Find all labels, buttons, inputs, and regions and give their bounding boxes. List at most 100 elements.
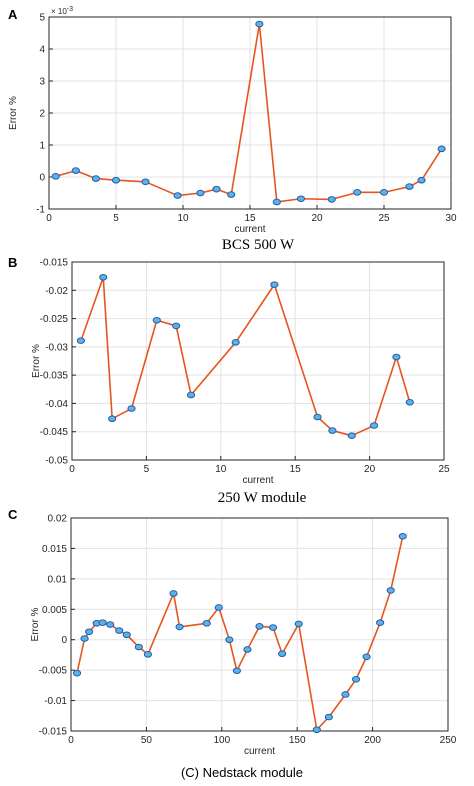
panel-a-data-point <box>141 178 150 186</box>
panel-c-data-point <box>202 619 211 627</box>
panel-a-x-axis-label: current <box>234 224 265 235</box>
panel-b-series-line <box>80 276 411 437</box>
panel-b-data-point <box>369 422 379 429</box>
panel-b-data-point <box>186 391 196 399</box>
panel-c-y-tick-label: 0.015 <box>42 544 67 555</box>
panel-b-x-tick-label: 15 <box>290 464 302 475</box>
panel-b-y-tick-label: -0.04 <box>45 399 68 410</box>
panel-c-y-tick-label: -0.015 <box>39 727 68 738</box>
panel-c-data-point <box>115 627 124 634</box>
panel-c-x-axis-label: current <box>244 746 275 757</box>
panel-a-x-tick-label: 30 <box>445 213 457 224</box>
panel-a-y-tick-label: 3 <box>39 77 45 88</box>
panel-c-y-tick-label: -0.005 <box>39 666 68 677</box>
panel-c-data-point <box>278 650 287 658</box>
panel-b-x-tick-label: 20 <box>364 464 376 475</box>
panel-c-data-point <box>169 590 178 597</box>
panel-c-y-tick-label: 0.01 <box>48 574 68 585</box>
panel-c-y-axis-label: Error % <box>30 607 41 641</box>
panel-a-data-point <box>379 189 389 196</box>
panel-a-data-point <box>353 189 362 196</box>
panel-b-data-point <box>127 405 136 412</box>
panel-c-data-point <box>72 669 82 677</box>
panel-c-x-tick-label: 100 <box>213 735 230 746</box>
panel-b-data-point <box>313 413 322 421</box>
panel-a-y-multiplier: × 10-3 <box>51 6 73 16</box>
panel-b-letter: B <box>8 255 17 270</box>
panel-c-data-point <box>225 636 234 644</box>
panel-b-x-tick-label: 10 <box>215 464 227 475</box>
panel-a-letter: A <box>8 7 18 22</box>
panel-a-y-tick-label: 2 <box>39 109 45 120</box>
panel-c-data-point <box>80 635 89 642</box>
panel-a-data-point <box>111 176 121 184</box>
panel-b-x-axis-label: current <box>242 475 273 486</box>
panel-a-data-point <box>327 196 336 203</box>
panel-c-x-tick-label: 50 <box>141 735 153 746</box>
panel-c-y-tick-label: -0.01 <box>44 696 67 707</box>
panel-c-axes-box <box>70 517 449 732</box>
panel-c-data-point <box>351 675 361 683</box>
panel-b-data-point <box>270 281 279 288</box>
panel-b-y-tick-label: -0.025 <box>40 314 69 325</box>
panel-b-y-tick-label: -0.045 <box>40 427 69 438</box>
panel-a-x-tick-label: 20 <box>311 213 323 224</box>
panel-c-data-point <box>98 619 107 626</box>
panel-c-data-point <box>398 532 407 540</box>
panel-a-x-tick-label: 15 <box>244 213 256 224</box>
panel-b-data-point <box>347 432 356 439</box>
panel-c-data-point <box>362 653 371 661</box>
panel-a-y-tick-label: 4 <box>39 45 45 56</box>
panel-c-data-point <box>243 646 252 653</box>
panel-c-data-point <box>84 628 94 636</box>
panel-b-data-point <box>328 427 337 434</box>
panel-b-data-point <box>231 339 240 346</box>
panel-c-data-point <box>175 623 184 631</box>
panel-a-data-point <box>173 192 182 199</box>
panel-a-data-point <box>405 183 414 190</box>
panel-b-y-tick-label: -0.015 <box>40 258 69 269</box>
panel-b-data-point <box>152 316 161 324</box>
panel-c-y-tick-label: 0.02 <box>48 514 68 525</box>
panel-a-y-tick-label: -1 <box>36 205 45 216</box>
panel-c-data-point <box>122 631 131 639</box>
panel-b-y-tick-label: -0.035 <box>40 371 69 382</box>
panel-b-x-tick-label: 25 <box>438 464 450 475</box>
panel-a-x-tick-label: 25 <box>378 213 390 224</box>
panel-c-data-point <box>106 621 115 628</box>
panel-b: B 0 5 10 15 20 25 -0.05 -0.045 -0.04 -0.035 -0.03 -… <box>8 255 450 506</box>
panel-c: C 0 50 100 150 200 250 -0.015 -0.01 -0.005 0 0.005… <box>8 507 457 780</box>
panel-a-data-point <box>296 195 306 203</box>
panel-a-data-point <box>272 198 281 206</box>
panel-a-data-point <box>196 189 205 197</box>
panel-a-data-point <box>71 167 80 174</box>
panel-c-caption: (C) Nedstack module <box>181 765 303 780</box>
panel-b-axes-box <box>71 261 445 461</box>
panel-c-data-point <box>143 651 153 658</box>
panel-a-caption: BCS 500 W <box>222 237 295 253</box>
panel-b-data-point <box>172 322 181 330</box>
panel-c-data-point <box>386 587 395 594</box>
panel-c-y-tick-label: 0 <box>61 635 67 646</box>
panel-a-data-point <box>255 20 264 28</box>
panel-b-data-point <box>392 353 401 361</box>
panel-b-data-point <box>405 398 414 406</box>
panel-c-data-point <box>134 643 143 651</box>
panel-a-axes-box <box>48 16 452 210</box>
panel-c-data-point <box>268 624 278 631</box>
panel-a-data-point <box>437 145 446 153</box>
panel-a-y-tick-label: 1 <box>39 141 45 152</box>
panel-a-y-multiplier-exponent: -3 <box>67 6 73 13</box>
panel-c-x-tick-label: 200 <box>364 735 381 746</box>
panel-a-data-point <box>91 175 101 182</box>
panel-b-y-tick-label: -0.03 <box>45 342 68 353</box>
panel-a-y-tick-label: 5 <box>39 13 45 24</box>
panel-c-data-point <box>312 726 321 734</box>
panel-c-data-point <box>324 713 333 721</box>
panel-a-data-point <box>212 185 221 193</box>
panel-c-data-point <box>232 667 241 675</box>
panel-a-data-point <box>227 191 236 198</box>
panel-a-x-tick-label: 10 <box>177 213 189 224</box>
